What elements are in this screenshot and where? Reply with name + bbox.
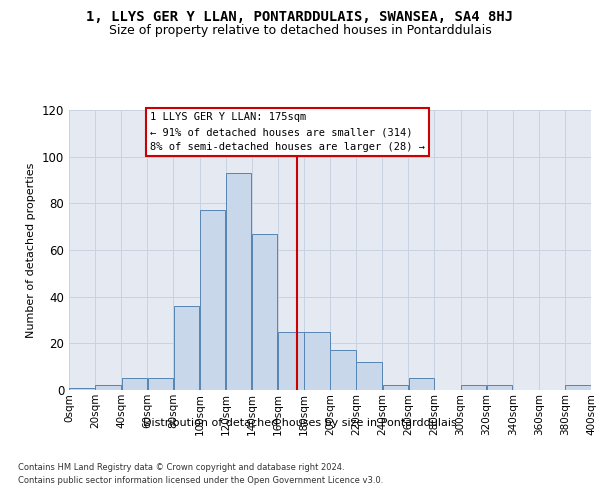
Bar xyxy=(226,173,251,390)
Text: 1, LLYS GER Y LLAN, PONTARDDULAIS, SWANSEA, SA4 8HJ: 1, LLYS GER Y LLAN, PONTARDDULAIS, SWANS… xyxy=(86,10,514,24)
Bar xyxy=(487,386,512,390)
Bar xyxy=(304,332,329,390)
Bar xyxy=(122,378,147,390)
Bar xyxy=(356,362,382,390)
Bar xyxy=(383,386,408,390)
Bar xyxy=(331,350,356,390)
Text: Contains HM Land Registry data © Crown copyright and database right 2024.: Contains HM Land Registry data © Crown c… xyxy=(18,462,344,471)
Bar xyxy=(252,234,277,390)
Bar xyxy=(95,386,121,390)
Bar xyxy=(409,378,434,390)
Text: Size of property relative to detached houses in Pontarddulais: Size of property relative to detached ho… xyxy=(109,24,491,37)
Text: Distribution of detached houses by size in Pontarddulais: Distribution of detached houses by size … xyxy=(143,418,457,428)
Bar xyxy=(70,388,95,390)
Bar xyxy=(200,210,225,390)
Text: 1 LLYS GER Y LLAN: 175sqm
← 91% of detached houses are smaller (314)
8% of semi-: 1 LLYS GER Y LLAN: 175sqm ← 91% of detac… xyxy=(150,112,425,152)
Bar xyxy=(565,386,590,390)
Y-axis label: Number of detached properties: Number of detached properties xyxy=(26,162,36,338)
Bar xyxy=(278,332,304,390)
Bar xyxy=(174,306,199,390)
Text: Contains public sector information licensed under the Open Government Licence v3: Contains public sector information licen… xyxy=(18,476,383,485)
Bar xyxy=(461,386,486,390)
Bar xyxy=(148,378,173,390)
